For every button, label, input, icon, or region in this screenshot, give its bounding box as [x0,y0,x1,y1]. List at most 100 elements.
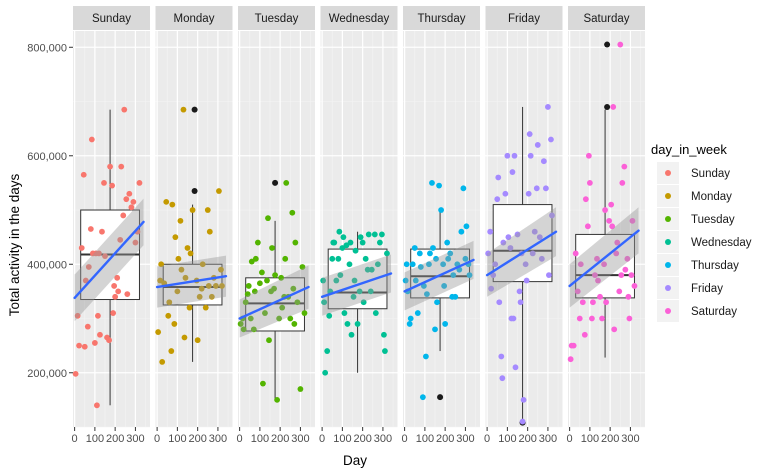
data-point-friday [526,131,533,137]
data-point-thursday [444,239,451,246]
data-point-sunday [76,342,82,349]
data-point-thursday [442,321,449,327]
x-tick-label: 200 [518,433,536,445]
x-tick-label: 200 [436,433,454,445]
data-point-monday [186,304,193,311]
data-point-monday [166,299,173,306]
y-axis-title: Total activity in the days [7,173,22,316]
x-tick-label: 200 [353,433,371,445]
data-point-thursday [463,223,470,230]
data-point-saturday [602,207,608,213]
data-point-friday [500,239,507,246]
data-point-sunday [81,343,88,350]
data-point-monday [204,207,211,213]
data-point-monday [180,106,187,113]
legend-label-wednesday: Wednesday [691,237,752,249]
panel-friday: Friday 0 100 200 300 [484,6,563,445]
data-point-thursday [419,394,426,401]
legend-label-sunday: Sunday [691,168,730,180]
data-point-friday [499,375,506,382]
legend-label-saturday: Saturday [691,306,737,318]
data-point-thursday [411,245,418,251]
data-point-sunday [97,331,103,338]
data-point-friday [492,261,499,268]
x-tick-label: 300 [621,433,639,445]
data-point-thursday [403,261,410,268]
fit-line [485,230,558,277]
x-tick-label: 200 [106,433,124,445]
data-point-saturday [619,179,626,186]
data-point-friday [488,285,495,292]
y-tick-label: 600,000 [27,151,67,163]
data-point-tuesday [283,179,290,186]
data-point-tuesday [262,310,268,316]
data-point-saturday [577,261,584,268]
outlier-point [604,41,611,48]
data-point-wednesday [335,255,342,262]
legend-label-tuesday: Tuesday [691,214,735,226]
data-point-wednesday [340,234,347,241]
data-point-saturday [576,315,583,322]
data-point-sunday [112,293,119,300]
data-point-sunday [107,163,113,170]
data-point-thursday [432,326,438,333]
y-tick-label: 800,000 [27,42,67,54]
data-point-sunday [110,310,117,316]
data-point-tuesday [259,269,265,276]
data-point-wednesday [362,255,369,262]
x-tick-label: 100 [168,433,186,445]
data-point-saturday [624,255,631,262]
panel-wednesday: Wednesday 0 100 200 300 [319,6,398,445]
data-point-tuesday [289,209,296,216]
data-point-tuesday [292,239,299,246]
legend-key-sunday [665,170,671,176]
data-point-tuesday [301,310,308,316]
data-point-saturday [570,342,577,349]
data-point-tuesday [264,277,270,284]
data-point-saturday [629,217,636,224]
outlier-point [191,188,198,195]
data-point-thursday [426,261,432,268]
data-point-friday [534,142,541,148]
panel-saturday: Saturday 0 100 200 300 [567,6,645,445]
data-point-friday [522,261,529,268]
x-tick-label: 300 [456,433,474,445]
data-point-friday [549,212,555,219]
data-point-sunday [132,239,139,246]
data-point-sunday [128,204,135,211]
data-point-monday [174,288,181,295]
data-point-wednesday [322,369,329,376]
data-point-sunday [87,226,94,232]
data-point-saturday [590,299,596,306]
data-point-friday [498,353,505,360]
data-point-thursday [402,277,409,284]
data-point-saturday [617,41,624,48]
y-tick-label: 200,000 [27,368,67,380]
data-point-friday [490,272,497,279]
fit-line [320,272,393,299]
data-point-wednesday [337,272,344,279]
data-point-friday [487,228,494,235]
data-point-wednesday [365,231,372,238]
data-point-friday [494,196,501,203]
x-tick-label: 300 [539,433,557,445]
panel-background [568,31,645,427]
strip-background [568,6,645,30]
data-point-wednesday [352,247,359,254]
data-point-tuesday [278,274,285,281]
strip-background [403,6,480,30]
outlier-point [272,179,279,186]
data-point-sunday [91,340,98,346]
data-point-tuesday [240,326,247,333]
data-point-tuesday [247,315,254,322]
data-point-thursday [412,277,419,284]
data-point-monday [208,293,215,300]
data-point-sunday [136,179,143,186]
data-point-friday [507,245,514,251]
data-point-tuesday [251,288,258,295]
data-point-thursday [434,299,440,306]
data-point-saturday [601,261,607,268]
data-point-thursday [427,250,433,257]
data-point-friday [504,152,511,159]
